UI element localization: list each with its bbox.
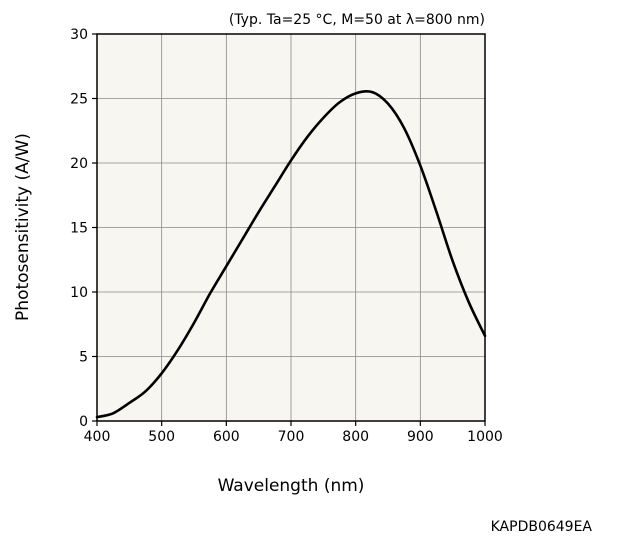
grid-lines [97,34,485,421]
axis-ticks: 400 500 600 700 800 900 1000 0 5 10 15 20 25 30 [70,27,503,445]
y-tick-label-20: 20 [70,156,88,172]
y-axis-title: Photosensitivity (A/W) [13,133,33,321]
y-tick-label-30: 30 [70,27,88,43]
y-tick-label-0: 0 [79,414,88,430]
y-tick-label-10: 10 [70,285,88,301]
x-tick-label-700: 700 [278,429,305,445]
x-axis-title: Wavelength (nm) [218,476,365,496]
y-tick-label-5: 5 [79,350,88,366]
x-tick-label-800: 800 [342,429,369,445]
x-tick-label-900: 900 [407,429,434,445]
y-tick-label-15: 15 [70,221,88,237]
conditions-note: (Typ. Ta=25 °C, M=50 at λ=800 nm) [229,12,485,28]
y-tick-label-25: 25 [70,92,88,108]
series-line [95,89,487,419]
x-tick-label-600: 600 [213,429,240,445]
x-tick-label-1000: 1000 [467,429,503,445]
x-tick-label-400: 400 [84,429,111,445]
x-tick-label-500: 500 [148,429,175,445]
figure-code: KAPDB0649EA [491,519,593,535]
